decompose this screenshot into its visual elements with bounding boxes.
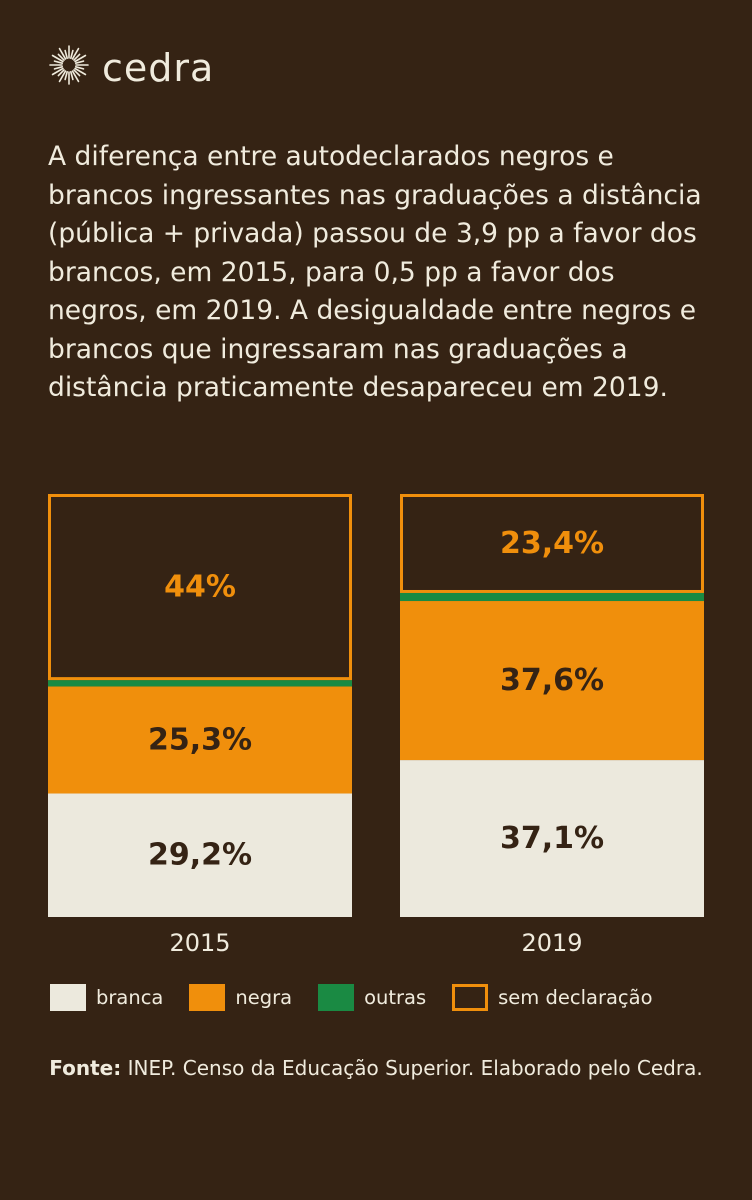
data-label-negra-2015: 25,3%	[148, 722, 252, 757]
source-label: Fonte:	[49, 1056, 122, 1080]
bar-sem-declaracao-2019	[400, 494, 704, 593]
bar-negra-2019	[400, 601, 704, 761]
data-label-branca-2015: 29,2%	[148, 838, 252, 873]
legend-item-branca: branca	[50, 984, 163, 1011]
legend-swatch-sem-declaracao	[452, 984, 489, 1011]
legend-label-sem-declaracao: sem declaração	[498, 986, 653, 1009]
stacked-bar-chart: 29,2% 25,3% 44% 2015 37,1% 37,6% 23,4% 2019	[48, 494, 704, 957]
legend-item-sem-declaracao: sem declaração	[452, 984, 653, 1011]
bar-sem-declaracao-2015	[48, 494, 352, 681]
legend-swatch-outras	[318, 984, 355, 1011]
data-label-branca-2019: 37,1%	[500, 821, 604, 856]
legend-label-negra: negra	[235, 986, 293, 1009]
category-label-2015: 2015	[169, 929, 230, 957]
data-label-negra-2019: 37,6%	[500, 663, 604, 698]
brand-name: cedra	[102, 45, 215, 90]
legend-swatch-branca	[50, 984, 86, 1011]
legend-swatch-negra	[189, 984, 226, 1011]
legend-item-negra: negra	[189, 984, 292, 1011]
legend-item-outras: outras	[318, 984, 426, 1011]
bar-outras-2019	[400, 592, 704, 602]
legend-label-branca: branca	[96, 986, 164, 1009]
bar-outras-2015	[48, 680, 352, 687]
sunburst-icon	[48, 44, 90, 91]
source-text: INEP. Censo da Educação Superior. Elabor…	[121, 1056, 703, 1080]
bar-branca-2015	[48, 793, 352, 917]
chart-legend: branca negra outras sem declaração	[50, 984, 653, 1011]
brand-logo: cedra	[48, 44, 214, 91]
source-note: Fonte: INEP. Censo da Educação Superior.…	[40, 1054, 712, 1082]
lead-paragraph: A diferença entre autodeclarados negros …	[48, 141, 702, 403]
bar-negra-2015	[48, 686, 352, 794]
data-label-sem-declaracao-2015: 44%	[164, 570, 236, 605]
bar-branca-2019	[400, 760, 704, 917]
category-label-2019: 2019	[521, 929, 582, 957]
legend-label-outras: outras	[364, 986, 427, 1009]
data-label-sem-declaracao-2019: 23,4%	[500, 526, 604, 561]
